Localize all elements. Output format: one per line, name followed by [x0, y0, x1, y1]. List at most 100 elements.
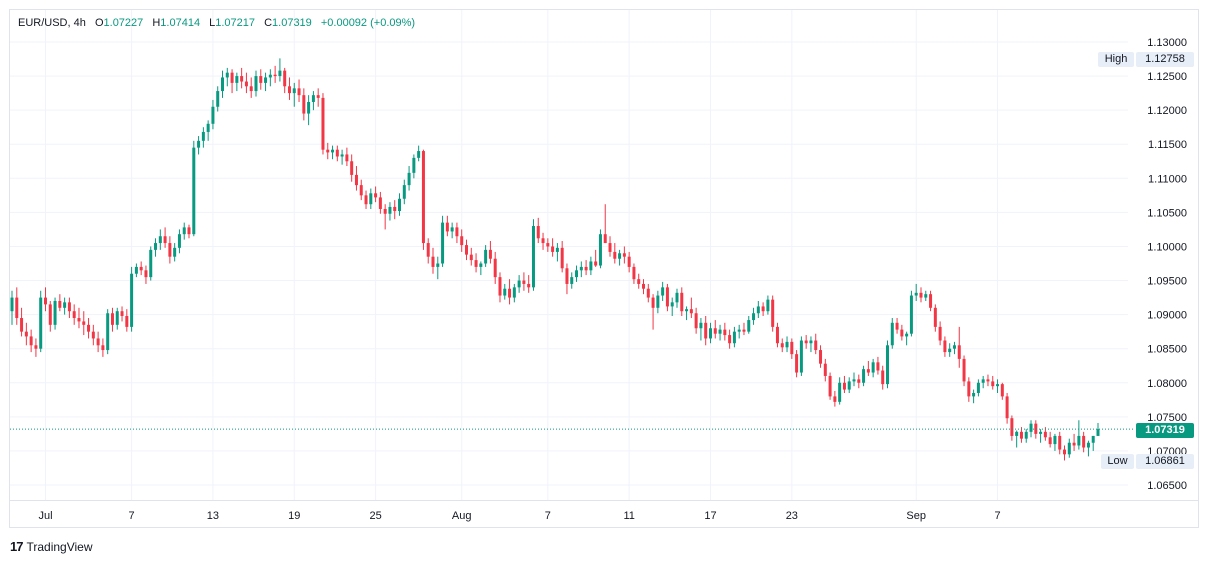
candle-up [756, 306, 760, 314]
candle-down [804, 340, 808, 344]
tradingview-logo-icon: 17 [10, 539, 24, 554]
candle-down [857, 379, 861, 383]
candle-down [704, 322, 708, 339]
candle-up [570, 277, 574, 284]
price-tick-label: 1.11500 [1148, 139, 1187, 151]
candle-down [1072, 442, 1076, 446]
candle-down [460, 236, 464, 246]
grid-lines [10, 10, 1198, 501]
candle-down [259, 76, 263, 83]
candle-up [173, 247, 177, 257]
candle-up [1067, 442, 1071, 455]
candle-down [546, 243, 550, 247]
candle-down [627, 256, 631, 267]
candle-up [479, 263, 483, 267]
candle-up [598, 234, 602, 266]
candle-down [335, 149, 339, 157]
candle-down [316, 95, 320, 98]
candle-down [689, 309, 693, 314]
candle-down [665, 287, 669, 307]
candle-up [154, 243, 158, 250]
candle-up [221, 77, 225, 92]
candle-up [225, 72, 229, 78]
candle-up [852, 379, 856, 382]
candle-up [402, 185, 406, 199]
candle-up [838, 382, 842, 402]
candle-up [732, 331, 736, 344]
candle-down [823, 363, 827, 376]
legend-open: 1.07227 [103, 17, 144, 29]
candle-up [417, 151, 421, 158]
candle-down [287, 86, 291, 94]
candle-down [814, 340, 818, 351]
time-tick-label: 19 [288, 510, 300, 522]
legend-symbol: EUR/USD [18, 17, 68, 29]
candle-down [374, 193, 378, 198]
price-tick-label: 1.12000 [1147, 105, 1187, 117]
candle-up [484, 249, 488, 264]
candle-down [536, 226, 540, 239]
candle-down [522, 280, 526, 284]
candle-up [809, 340, 813, 344]
candle-up [685, 309, 689, 312]
price-tick-label: 1.09500 [1147, 276, 1187, 288]
candle-down [345, 154, 349, 162]
candle-down [1063, 449, 1067, 455]
price-tick-label: 1.10500 [1147, 207, 1187, 219]
candle-up [292, 88, 296, 94]
candle-down [551, 246, 555, 252]
chart-frame[interactable] [9, 9, 1199, 528]
candle-down [163, 236, 167, 244]
candle-up [1024, 431, 1028, 439]
candle-down [742, 329, 746, 332]
price-tick-label: 1.12500 [1147, 71, 1187, 83]
candle-down [790, 341, 794, 355]
candle-up [216, 91, 220, 107]
candle-down [15, 297, 19, 319]
candle-up [747, 320, 751, 332]
candle-down [302, 95, 306, 114]
candle-up [618, 253, 622, 259]
candle-down [464, 245, 468, 255]
candle-down [82, 321, 86, 325]
candle-up [441, 222, 445, 264]
candle-down [1005, 396, 1009, 419]
legend-high: 1.07414 [160, 17, 201, 29]
candle-down [244, 81, 248, 87]
candle-down [283, 70, 287, 87]
candle-down [622, 253, 626, 257]
candle-down [541, 238, 545, 244]
candle-up [656, 295, 660, 308]
candle-down [43, 297, 47, 305]
candle-up [670, 302, 674, 307]
candle-up [847, 381, 851, 390]
candle-down [723, 329, 727, 336]
candle-down [929, 294, 933, 308]
candle-down [48, 304, 52, 325]
candle-down [1058, 435, 1062, 450]
tradingview-footer[interactable]: 17 TradingView [10, 539, 93, 554]
candle-down [646, 288, 650, 298]
candle-up [436, 263, 440, 267]
candle-down [493, 258, 497, 278]
candle-down [426, 243, 430, 257]
high-value-badge: 1.12758 [1136, 52, 1194, 67]
candle-down [297, 88, 301, 96]
candle-up [952, 345, 956, 349]
candle-down [680, 292, 684, 312]
candle-down [34, 345, 38, 349]
candle-down [29, 336, 33, 346]
candle-down [77, 318, 81, 322]
candle-down [694, 313, 698, 329]
candle-down [1043, 431, 1047, 438]
candle-up [871, 362, 875, 373]
candle-up [450, 227, 454, 232]
candle-up [1091, 435, 1095, 443]
candle-down [91, 331, 95, 339]
candle-down [421, 151, 425, 244]
candle-up [268, 74, 272, 78]
candle-down [144, 270, 148, 278]
candle-down [637, 279, 641, 284]
candle-up [235, 76, 239, 83]
